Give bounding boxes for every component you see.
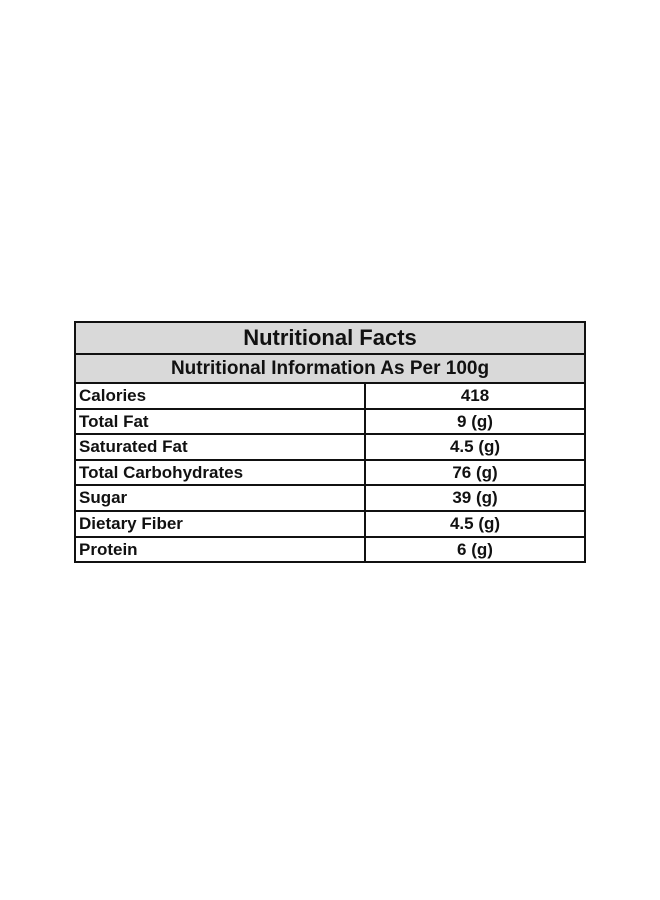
title-row: Nutritional Facts [74, 321, 586, 355]
nutrient-name: Total Carbohydrates [74, 458, 366, 487]
nutrient-name: Calories [74, 382, 366, 410]
nutrient-amount: 4.5 (g) [364, 509, 586, 538]
nutrient-amount: 39 (g) [364, 484, 586, 512]
nutrient-amount: 76 (g) [364, 458, 586, 487]
nutrient-amount: 9 (g) [364, 407, 586, 436]
nutrient-row: Sugar 39 (g) [74, 484, 586, 512]
nutrition-table: Nutritional Facts Nutritional Informatio… [74, 321, 586, 564]
subtitle: Nutritional Information As Per 100g [74, 353, 586, 384]
nutrient-name: Sugar [74, 484, 366, 512]
nutrient-name: Protein [74, 535, 366, 564]
subtitle-row: Nutritional Information As Per 100g [74, 353, 586, 384]
nutrient-name: Saturated Fat [74, 433, 366, 461]
nutrient-amount: 418 [364, 382, 586, 410]
nutrient-row: Calories 418 [74, 382, 586, 410]
nutrient-row: Protein 6 (g) [74, 535, 586, 564]
nutrient-amount: 4.5 (g) [364, 433, 586, 461]
title: Nutritional Facts [74, 321, 586, 355]
nutrient-row: Total Carbohydrates 76 (g) [74, 458, 586, 487]
nutrient-name: Dietary Fiber [74, 509, 366, 538]
nutrient-amount: 6 (g) [364, 535, 586, 564]
nutrient-row: Total Fat 9 (g) [74, 407, 586, 436]
nutrient-row: Dietary Fiber 4.5 (g) [74, 509, 586, 538]
nutrient-row: Saturated Fat 4.5 (g) [74, 433, 586, 461]
nutrient-name: Total Fat [74, 407, 366, 436]
table-body: Nutritional Facts Nutritional Informatio… [74, 321, 586, 564]
